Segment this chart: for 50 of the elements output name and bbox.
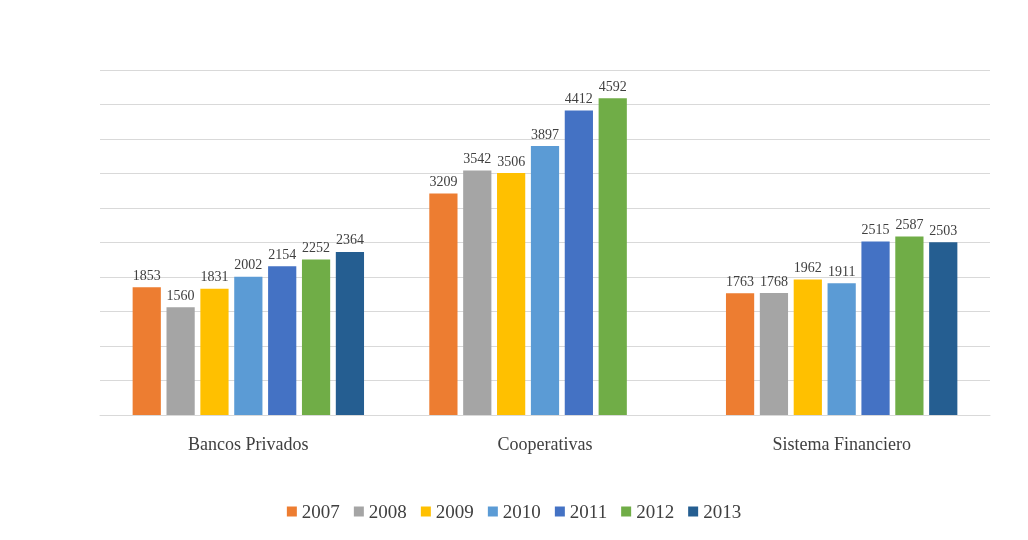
bar	[895, 236, 924, 415]
bar	[929, 242, 958, 415]
bar	[301, 259, 331, 415]
data-label: 4592	[598, 78, 627, 94]
bar	[234, 276, 263, 415]
data-label: 3542	[463, 151, 492, 167]
legend-label: 2010	[502, 501, 541, 522]
legend-label: 2013	[703, 501, 742, 522]
data-label: 3209	[429, 174, 458, 190]
bar	[268, 266, 297, 415]
legend-label: 2007	[301, 501, 340, 522]
data-label: 2364	[335, 232, 364, 248]
data-label: 2154	[268, 246, 297, 262]
data-label: 2252	[302, 240, 331, 256]
data-label: 1911	[827, 263, 856, 279]
bar	[564, 110, 593, 415]
data-label: 2002	[234, 257, 263, 273]
data-label: 1560	[166, 287, 195, 303]
bar	[335, 251, 365, 415]
data-label: 1831	[200, 269, 229, 285]
data-label: 4412	[564, 91, 593, 107]
legend-label: 2012	[636, 501, 675, 522]
x-tick-label: Cooperativas	[497, 434, 593, 454]
bar	[759, 293, 789, 415]
bar	[530, 146, 560, 415]
data-label: 2515	[861, 221, 890, 237]
bar	[598, 98, 627, 415]
x-tick-label: Bancos Privados	[188, 434, 309, 454]
bar	[463, 170, 492, 415]
legend-label: 2011	[569, 501, 608, 522]
legend-label: 2009	[435, 501, 474, 522]
data-label: 3506	[497, 153, 526, 169]
bar	[497, 173, 526, 415]
data-label: 2587	[895, 217, 924, 232]
data-label: 1962	[793, 260, 822, 276]
bar	[166, 307, 195, 415]
bar	[429, 193, 458, 415]
data-label: 1768	[759, 273, 788, 289]
data-label: 2503	[929, 222, 958, 238]
data-label: 1853	[132, 267, 161, 283]
bar	[861, 241, 890, 415]
bar	[827, 283, 856, 415]
legend-label: 2008	[368, 501, 407, 522]
x-tick-label: Sistema Financiero	[772, 434, 911, 454]
data-label: 3897	[531, 126, 559, 142]
bar	[200, 288, 229, 415]
data-label: 1763	[726, 273, 755, 289]
bar	[132, 287, 161, 415]
bar	[793, 279, 822, 415]
bar	[725, 293, 755, 415]
